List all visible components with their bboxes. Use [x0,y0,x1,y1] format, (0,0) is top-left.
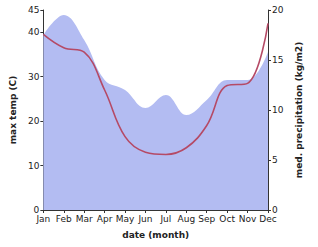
svg-text:30: 30 [28,72,40,82]
svg-text:Feb: Feb [56,214,72,224]
svg-text:0: 0 [33,205,40,215]
svg-text:max temp (C): max temp (C) [8,76,18,145]
svg-text:Jun: Jun [137,214,152,224]
svg-text:Aug: Aug [178,214,196,224]
svg-text:10: 10 [28,161,40,171]
svg-text:Dec: Dec [259,214,276,224]
svg-text:Apr: Apr [97,214,113,224]
svg-text:Sep: Sep [198,214,215,224]
svg-text:20: 20 [272,5,284,15]
svg-text:10: 10 [272,105,284,115]
svg-text:Oct: Oct [219,214,235,224]
svg-text:Mar: Mar [76,214,93,224]
svg-text:40: 40 [28,27,40,37]
svg-text:med. precipitation (kg/m2): med. precipitation (kg/m2) [294,42,304,178]
svg-text:date (month): date (month) [122,230,189,240]
svg-text:Jan: Jan [35,214,50,224]
svg-text:Jul: Jul [159,214,171,224]
svg-text:May: May [116,214,135,224]
svg-text:15: 15 [272,55,283,65]
svg-text:Nov: Nov [239,214,257,224]
svg-text:0: 0 [272,205,278,215]
svg-text:20: 20 [28,116,40,126]
svg-text:45: 45 [28,5,39,15]
svg-text:5: 5 [272,155,278,165]
